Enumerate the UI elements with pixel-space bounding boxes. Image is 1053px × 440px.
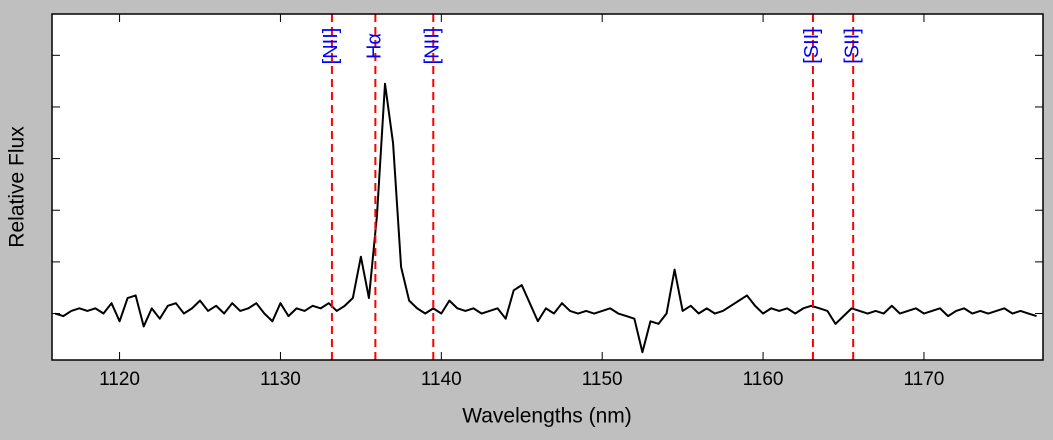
emission-label: [NII]: [422, 28, 444, 65]
emission-label: [SII]: [841, 28, 863, 64]
spectrum-line: [54, 82, 1037, 354]
x-tick-label: 1130: [260, 369, 301, 390]
emission-label: [SII]: [801, 28, 823, 64]
plot-area: [52, 14, 1043, 360]
emission-label: [NII]: [320, 28, 342, 65]
x-tick-label: 1170: [904, 369, 945, 390]
x-tick-label: 1140: [421, 369, 462, 390]
y-axis-label: Relative Flux: [6, 126, 29, 248]
plot-frame: [51, 13, 1044, 361]
x-axis-label: Wavelengths (nm): [462, 405, 632, 428]
x-tick-label: 1150: [582, 369, 623, 390]
x-tick-label: 1160: [743, 369, 784, 390]
x-tick-label: 1120: [99, 369, 140, 390]
emission-label: Hα: [364, 33, 386, 59]
